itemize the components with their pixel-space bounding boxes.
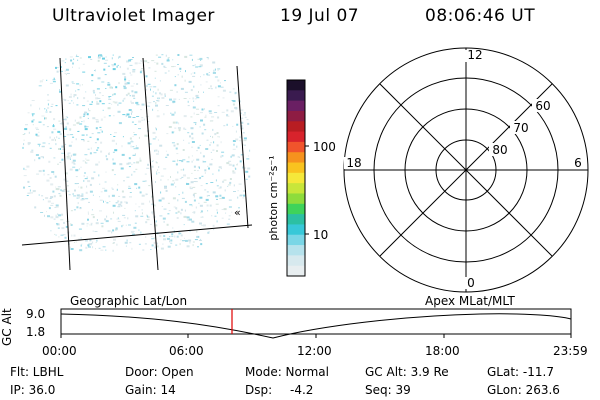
colorbar-swatch (287, 234, 305, 246)
colorbar-swatch (287, 183, 305, 194)
orbit-time-1200: 12:00 (297, 344, 332, 358)
colorbar-swatch (287, 193, 305, 205)
colorbar-swatch (287, 131, 305, 143)
info-gcalt: GC Alt: 3.9 Re (365, 365, 449, 379)
colorbar-swatch (287, 80, 305, 91)
colorbar-swatch (287, 90, 305, 102)
colorbar-swatch (287, 152, 305, 164)
colorbar: photon cm⁻²s⁻¹ (267, 79, 309, 277)
colorbar-swatches (287, 80, 305, 277)
date-label: 19 Jul 07 (280, 6, 360, 26)
uv-image-speckle (22, 54, 251, 252)
polar-label-70: 70 (513, 121, 528, 135)
colorbar-swatch (287, 110, 305, 122)
geographic-grid (21, 57, 253, 271)
orbit-y-bottom: 1.8 (26, 325, 46, 339)
colorbar-swatch (287, 214, 305, 225)
info-glat: GLat: -11.7 (487, 365, 554, 379)
info-door: Door: Open (125, 365, 194, 379)
orbit-time-0600: 06:00 (169, 344, 204, 358)
colorbar-swatch (287, 121, 305, 133)
colorbar-swatch (287, 172, 305, 184)
instrument-title: Ultraviolet Imager (52, 6, 215, 26)
info-gain: Gain: 14 (125, 383, 176, 397)
orbit-yaxis-label: GC Alt (0, 308, 14, 346)
colorbar-tick-100: 100 (313, 140, 336, 154)
colorbar-swatch (287, 162, 305, 174)
orbit-frame (60, 308, 572, 335)
orbit-altitude-curve (60, 313, 572, 339)
polar-plot: 12 0 18 6 60 70 80 (343, 47, 589, 293)
colorbar-swatch (287, 224, 305, 236)
polar-label-80: 80 (492, 143, 507, 157)
colorbar-swatch (287, 245, 305, 256)
info-mode: Mode: Normal (245, 365, 329, 379)
colorbar-swatch (287, 203, 305, 215)
colorbar-tick-10: 10 (313, 228, 329, 242)
orbit-time-0000: 00:00 (42, 344, 77, 358)
polar-diagonal (379, 83, 553, 257)
polar-label-12: 12 (467, 48, 482, 62)
orbit-y-top: 9.0 (26, 307, 46, 321)
polar-label-0: 0 (467, 276, 475, 290)
orbit-right-title: Apex MLat/MLT (425, 294, 515, 308)
imager-marker: « (234, 206, 241, 219)
info-glon: GLon: 263.6 (487, 383, 560, 397)
colorbar-swatch (287, 255, 305, 267)
colorbar-frame (286, 79, 306, 277)
info-ip: IP: 36.0 (10, 383, 56, 397)
info-flt: Flt: LBHL (10, 365, 64, 379)
colorbar-unit-label: photon cm⁻²s⁻¹ (267, 155, 280, 240)
info-seq: Seq: 39 (365, 383, 411, 397)
polar-label-18: 18 (346, 156, 361, 170)
orbit-time-2359: 23:59 (553, 344, 588, 358)
orbit-time-1800: 18:00 (425, 344, 460, 358)
colorbar-swatch (287, 141, 305, 153)
polar-label-60: 60 (535, 99, 550, 113)
time-label: 08:06:46 UT (425, 6, 536, 26)
info-dsp-value: -4.2 (290, 383, 314, 397)
polar-label-6: 6 (574, 156, 582, 170)
colorbar-swatch (287, 265, 305, 277)
info-dsp: Dsp: (245, 383, 273, 397)
orbit-plot (60, 308, 572, 339)
colorbar-swatch (287, 100, 305, 112)
uv-image-panel: « (21, 54, 253, 271)
orbit-left-title: Geographic Lat/Lon (70, 294, 188, 308)
